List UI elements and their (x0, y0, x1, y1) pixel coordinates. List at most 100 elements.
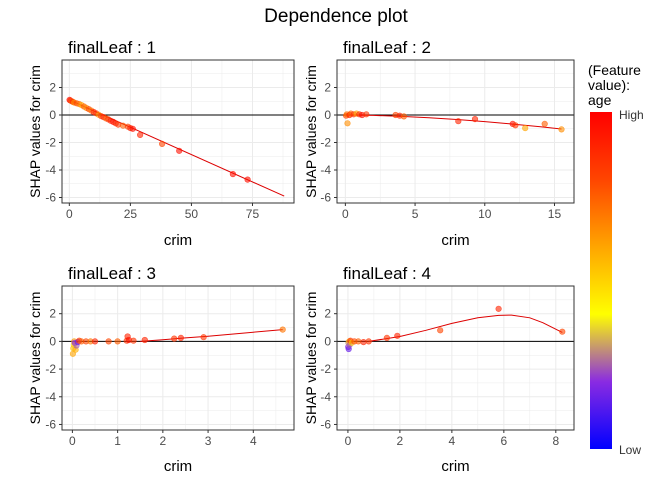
y-tick-label: -4 (320, 163, 331, 177)
data-point (91, 338, 99, 345)
data-point (137, 131, 144, 138)
panel-leaf-2: finalLeaf : 2 0 5 10 15 -6 -4 -2 0 2 crim SHAP … (303, 38, 575, 249)
panel-border (336, 285, 575, 431)
panel-title: finalLeaf : 1 (68, 38, 156, 57)
legend-title-line-2: value): (588, 77, 630, 93)
y-ticks: -6 -4 -2 0 2 (320, 81, 337, 205)
x-tick-label: 75 (246, 207, 260, 221)
points (343, 110, 565, 133)
data-point (558, 126, 565, 133)
data-point (171, 335, 178, 342)
data-point (455, 118, 462, 125)
y-ticks: -6 -4 -2 0 2 (320, 307, 337, 431)
panel-border (61, 59, 295, 204)
data-point (495, 305, 502, 312)
plot-area (62, 286, 294, 430)
y-tick-label: 2 (324, 307, 331, 321)
data-point (541, 120, 548, 127)
legend-title-line-3: age (588, 92, 612, 108)
x-tick-label: 4 (250, 434, 257, 448)
fit-line (140, 329, 283, 342)
y-ticks: -6 -4 -2 0 2 (45, 81, 62, 205)
data-point (522, 125, 529, 132)
data-point (512, 122, 519, 129)
data-point (114, 338, 121, 345)
panel-border (61, 285, 295, 431)
figure-title: Dependence plot (264, 6, 408, 27)
y-tick-label: 2 (49, 307, 56, 321)
data-point (383, 334, 391, 342)
y-tick-label: -4 (45, 390, 56, 404)
y-tick-label: 0 (324, 108, 331, 122)
points (345, 305, 566, 353)
x-axis-label: crim (441, 232, 469, 249)
x-tick-label: 8 (552, 434, 559, 448)
x-axis-label: crim (164, 232, 192, 249)
y-tick-label: -4 (45, 163, 56, 177)
x-tick-label: 6 (500, 434, 507, 448)
data-point (200, 334, 207, 341)
y-tick-label: -2 (45, 136, 56, 150)
x-tick-label: 25 (124, 207, 138, 221)
y-ticks: -6 -4 -2 0 2 (45, 307, 62, 431)
panel-title: finalLeaf : 3 (68, 264, 156, 283)
fit-line (368, 314, 563, 342)
y-axis-label: SHAP values for crim (27, 65, 43, 198)
y-tick-label: 0 (49, 334, 56, 348)
x-tick-label: 0 (69, 434, 76, 448)
data-point (344, 120, 351, 127)
data-point (130, 337, 137, 344)
x-tick-label: 3 (205, 434, 212, 448)
y-tick-label: -2 (45, 362, 56, 376)
data-point (229, 171, 236, 178)
gridlines (62, 59, 294, 203)
data-point (365, 338, 372, 345)
data-point (355, 338, 362, 345)
data-point (400, 113, 408, 120)
x-tick-label: 2 (160, 434, 167, 448)
x-ticks: 0 5 10 15 (342, 203, 561, 221)
x-tick-label: 50 (185, 207, 199, 221)
x-tick-label: 0 (66, 207, 73, 221)
y-tick-label: 0 (324, 334, 331, 348)
y-tick-label: -6 (45, 191, 56, 205)
data-point (177, 334, 184, 342)
data-point (129, 125, 136, 132)
y-tick-label: -6 (320, 417, 331, 431)
data-point (360, 339, 367, 346)
y-axis-label: SHAP values for crim (27, 292, 43, 425)
legend-color-bar (590, 112, 612, 449)
y-tick-label: -6 (320, 191, 331, 205)
x-tick-label: 2 (397, 434, 404, 448)
x-tick-label: 4 (449, 434, 456, 448)
y-tick-label: 2 (324, 81, 331, 95)
data-point (363, 111, 370, 118)
legend-low-label: Low (619, 443, 641, 457)
y-tick-label: 0 (49, 108, 56, 122)
y-tick-label: -4 (320, 390, 331, 404)
plot-area (337, 60, 574, 203)
y-tick-label: -6 (45, 417, 56, 431)
x-ticks: 0 2 4 6 8 (345, 430, 559, 448)
x-ticks: 0 25 50 75 (66, 203, 259, 221)
panel-leaf-1: finalLeaf : 1 0 25 50 75 -6 -4 -2 0 2 crim SHAP… (27, 38, 295, 249)
x-axis-label: crim (441, 458, 469, 475)
panel-title: finalLeaf : 4 (343, 264, 431, 283)
x-tick-label: 0 (342, 207, 349, 221)
plot-area (62, 60, 294, 203)
points (69, 326, 286, 357)
panel-border (336, 59, 575, 204)
y-tick-label: 2 (49, 81, 56, 95)
panel-leaf-4: finalLeaf : 4 0 2 4 6 8 -6 -4 -2 0 2 crim SHAP v… (303, 264, 575, 475)
data-point (559, 328, 566, 335)
x-tick-label: 10 (478, 207, 492, 221)
y-tick-label: -2 (320, 136, 331, 150)
plot-area (337, 286, 574, 430)
points (66, 96, 251, 183)
legend-high-label: High (619, 108, 644, 122)
y-tick-label: -2 (320, 362, 331, 376)
x-axis-label: crim (164, 458, 192, 475)
color-legend: (Feature value): age High Low (588, 62, 644, 457)
